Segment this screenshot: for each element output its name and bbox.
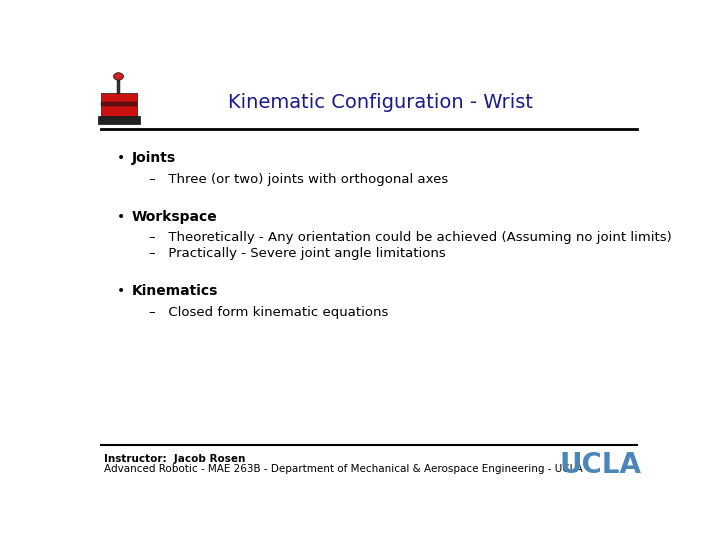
Text: •: • bbox=[117, 285, 125, 299]
Text: Joints: Joints bbox=[132, 151, 176, 165]
Text: Kinematic Configuration - Wrist: Kinematic Configuration - Wrist bbox=[228, 93, 533, 112]
Text: –   Theoretically - Any orientation could be achieved (Assuming no joint limits): – Theoretically - Any orientation could … bbox=[148, 231, 671, 244]
Text: –   Practically - Severe joint angle limitations: – Practically - Severe joint angle limit… bbox=[148, 247, 446, 260]
Circle shape bbox=[114, 73, 124, 80]
Text: Kinematics: Kinematics bbox=[132, 285, 218, 299]
Text: •: • bbox=[117, 210, 125, 224]
Bar bbox=[99, 116, 140, 124]
Text: UCLA: UCLA bbox=[559, 451, 642, 479]
Text: –   Three (or two) joints with orthogonal axes: – Three (or two) joints with orthogonal … bbox=[148, 173, 448, 186]
Bar bbox=[117, 78, 120, 94]
Text: Instructor:  Jacob Rosen: Instructor: Jacob Rosen bbox=[104, 454, 246, 464]
Bar bbox=[101, 102, 138, 106]
Text: –   Closed form kinematic equations: – Closed form kinematic equations bbox=[148, 306, 388, 319]
Bar bbox=[101, 93, 138, 116]
Text: Workspace: Workspace bbox=[132, 210, 217, 224]
Text: •: • bbox=[117, 151, 125, 165]
Text: Advanced Robotic - MAE 263B - Department of Mechanical & Aerospace Engineering -: Advanced Robotic - MAE 263B - Department… bbox=[104, 464, 582, 474]
